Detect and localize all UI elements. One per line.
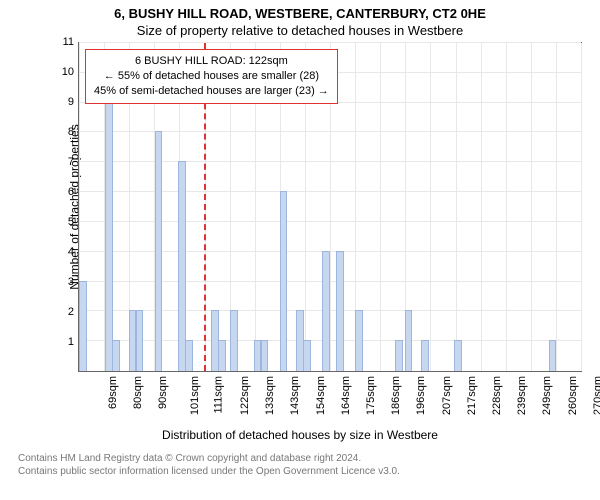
x-tick: 260sqm — [567, 376, 579, 415]
histogram-chart: Number of detached properties 1234567891… — [52, 42, 582, 372]
y-tick: 6 — [68, 186, 74, 198]
x-tick: 143sqm — [290, 376, 302, 415]
x-tick: 270sqm — [592, 376, 600, 415]
bar — [105, 102, 113, 371]
x-tick: 186sqm — [390, 376, 402, 415]
footer-line-2: Contains public sector information licen… — [18, 465, 582, 478]
bar — [303, 340, 311, 371]
x-tick: 90sqm — [157, 376, 169, 409]
x-tick: 101sqm — [189, 376, 201, 415]
x-tick: 249sqm — [542, 376, 554, 415]
footer-line-1: Contains HM Land Registry data © Crown c… — [18, 452, 582, 465]
footer: Contains HM Land Registry data © Crown c… — [18, 452, 582, 478]
plot-area: 6 BUSHY HILL ROAD: 122sqm ← 55% of detac… — [78, 42, 582, 372]
bar — [112, 340, 120, 371]
annotation-line-3: 45% of semi-detached houses are larger (… — [94, 84, 329, 99]
annotation-line-1: 6 BUSHY HILL ROAD: 122sqm — [94, 54, 329, 69]
x-axis-label: Distribution of detached houses by size … — [0, 428, 600, 442]
x-tick: 164sqm — [340, 376, 352, 415]
title-main: 6, BUSHY HILL ROAD, WESTBERE, CANTERBURY… — [0, 6, 600, 21]
bar — [336, 251, 344, 371]
y-ticks: 1234567891011 — [52, 42, 76, 372]
x-tick: 228sqm — [491, 376, 503, 415]
x-tick: 154sqm — [315, 376, 327, 415]
bar — [185, 340, 193, 371]
bar — [355, 310, 363, 371]
bar — [421, 340, 429, 371]
bar — [322, 251, 330, 371]
x-tick: 133sqm — [264, 376, 276, 415]
bar — [454, 340, 462, 371]
y-tick: 5 — [68, 216, 74, 228]
bar — [218, 340, 226, 371]
y-tick: 4 — [68, 246, 74, 258]
y-tick: 8 — [68, 126, 74, 138]
bar — [261, 340, 269, 371]
x-tick: 207sqm — [441, 376, 453, 415]
x-ticks: 69sqm 80sqm 90sqm 101sqm 111sqm 122sqm 133sqm 1… — [78, 372, 582, 426]
gridline-v — [581, 43, 582, 371]
bar — [549, 340, 557, 371]
bar — [405, 310, 413, 371]
annotation-line-2: ← 55% of detached houses are smaller (28… — [94, 69, 329, 84]
bar — [79, 281, 87, 371]
bar — [280, 191, 288, 371]
y-tick: 1 — [68, 336, 74, 348]
x-tick: 80sqm — [132, 376, 144, 409]
bar — [136, 310, 144, 371]
title-sub: Size of property relative to detached ho… — [0, 23, 600, 38]
x-tick: 69sqm — [107, 376, 119, 409]
x-tick: 111sqm — [212, 376, 224, 414]
y-tick: 11 — [63, 36, 74, 48]
y-tick: 3 — [68, 276, 74, 288]
bar — [230, 310, 238, 371]
annotation-box: 6 BUSHY HILL ROAD: 122sqm ← 55% of detac… — [85, 49, 338, 104]
x-tick: 196sqm — [416, 376, 428, 415]
x-tick: 217sqm — [466, 376, 478, 415]
y-tick: 10 — [62, 66, 74, 78]
x-tick: 175sqm — [365, 376, 377, 415]
y-tick: 7 — [68, 156, 74, 168]
bar — [155, 131, 163, 371]
x-tick: 122sqm — [239, 376, 251, 415]
y-tick: 9 — [68, 96, 74, 108]
bar — [395, 340, 403, 371]
x-tick: 239sqm — [516, 376, 528, 415]
y-tick: 2 — [68, 306, 74, 318]
